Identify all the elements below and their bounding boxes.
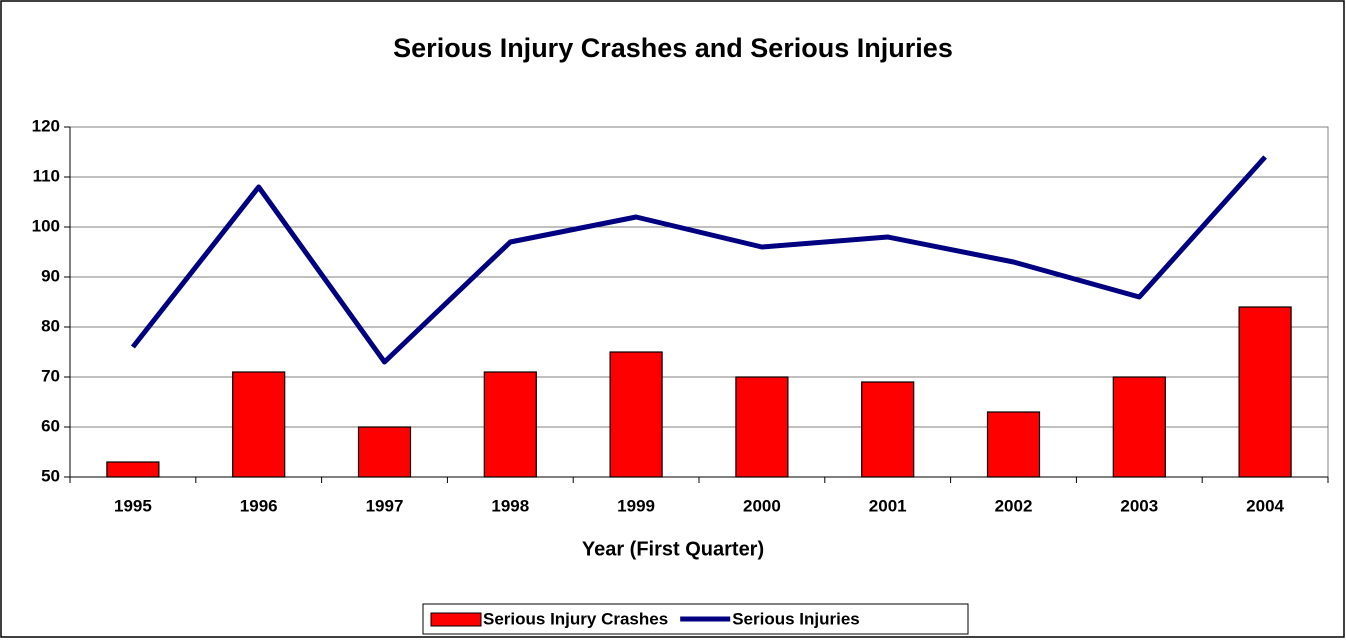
bar [357,426,412,478]
bar [1112,376,1166,478]
x-axis-title: Year (First Quarter) [582,538,764,560]
x-tick-label: 1997 [366,496,404,515]
line [130,155,1267,365]
bar [232,371,286,478]
bar [483,371,537,478]
bar [861,381,915,478]
chart-title: Serious Injury Crashes and Serious Injur… [393,33,953,63]
bar [106,461,160,478]
x-tick-label: 1995 [114,496,152,515]
x-tick-label: 2003 [1120,496,1158,515]
x-tick-label: 2004 [1246,496,1284,515]
legend-swatch [430,612,482,627]
y-tick-label: 50 [41,466,60,485]
y-tick-label: 60 [41,416,60,435]
x-tick-label: 1996 [240,496,278,515]
y-tick-label: 100 [32,216,60,235]
x-tick-label: 2000 [743,496,781,515]
y-tick-label: 120 [32,116,60,135]
x-tick-label: 1999 [617,496,655,515]
x-tick-label: 2001 [869,496,907,515]
y-tick-label: 110 [33,166,60,185]
bar [986,411,1041,478]
bar [1238,306,1292,478]
legend-label: Serious Injuries [732,609,860,628]
bar [609,351,663,478]
x-tick-label: 1998 [491,496,529,515]
y-tick-label: 70 [41,366,60,385]
y-tick-label: 90 [41,266,60,285]
y-tick-label: 80 [41,316,60,335]
bar [735,376,789,478]
x-tick-label: 2002 [995,496,1033,515]
legend-label: Serious Injury Crashes [483,609,668,628]
